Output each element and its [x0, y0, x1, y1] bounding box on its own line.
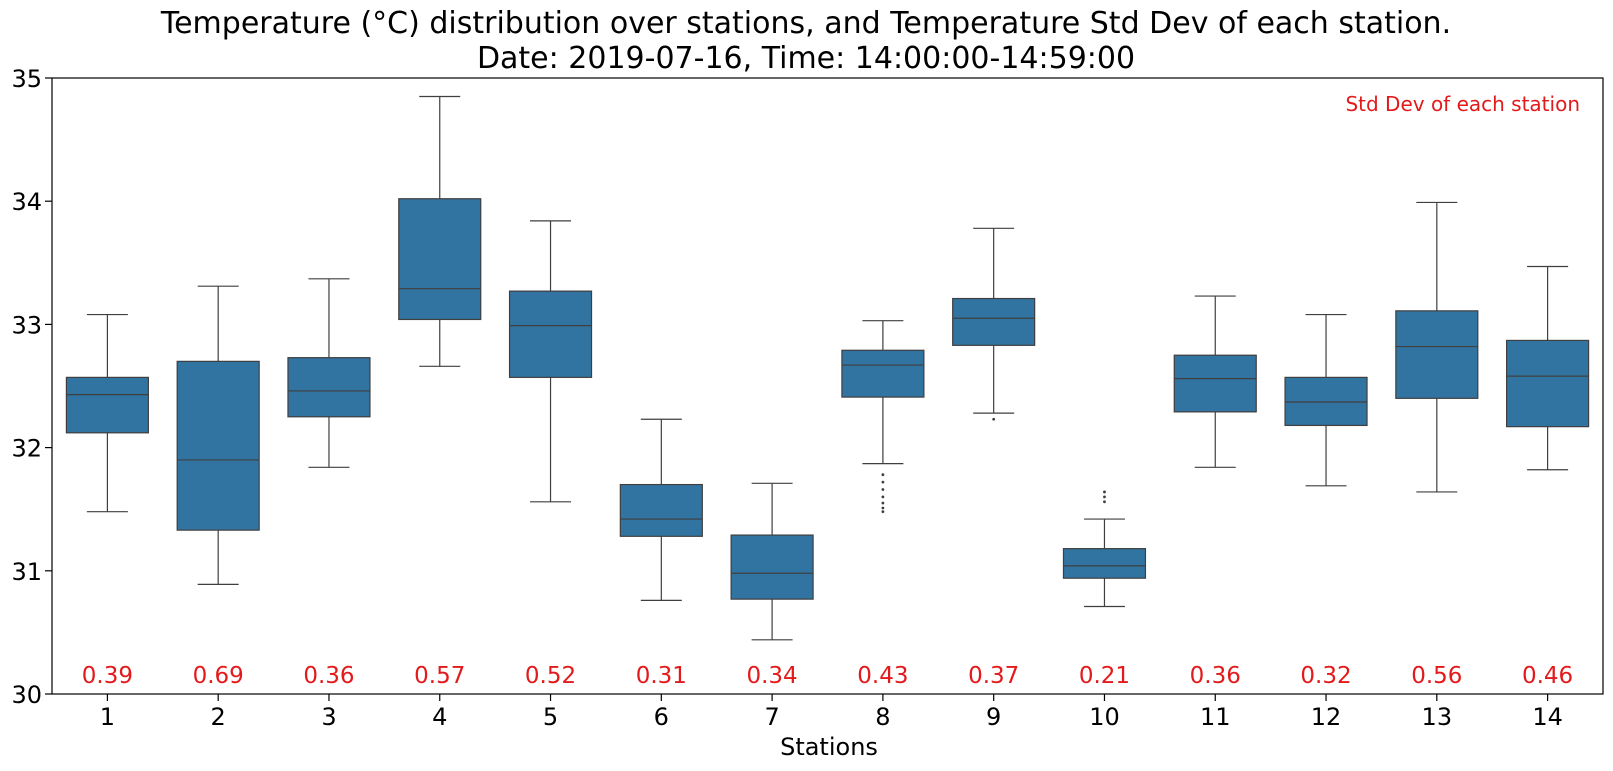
box-station-11 — [1173, 354, 1257, 413]
x-tick-label: 13 — [1422, 703, 1453, 731]
outlier-point — [992, 417, 996, 421]
std-dev-label: 0.36 — [303, 663, 354, 689]
x-tick-label: 12 — [1311, 703, 1342, 731]
box-station-10 — [1062, 548, 1147, 579]
box-station-5 — [508, 290, 593, 378]
outlier-point — [1103, 495, 1106, 499]
y-tick-label: 35 — [11, 65, 42, 93]
plot-frame — [51, 77, 1604, 695]
std-dev-label: 0.52 — [525, 663, 576, 689]
box-station-14 — [1506, 339, 1590, 428]
y-tick-label: 34 — [11, 188, 42, 216]
box-station-7 — [730, 534, 814, 600]
outlier-point — [881, 495, 885, 499]
std-dev-label: 0.46 — [1522, 663, 1573, 689]
x-tick-label: 8 — [875, 703, 890, 731]
std-dev-label: 0.21 — [1079, 663, 1130, 689]
box-station-1 — [65, 376, 149, 434]
outlier-point — [1103, 500, 1106, 504]
x-tick-label: 7 — [764, 703, 779, 731]
std-dev-label: 0.69 — [193, 663, 244, 689]
outlier-point — [1103, 490, 1106, 494]
std-dev-label: 0.57 — [414, 663, 465, 689]
y-tick-label: 33 — [11, 311, 42, 339]
box-station-13 — [1395, 310, 1479, 399]
x-tick-label: 4 — [432, 703, 447, 731]
std-dev-label: 0.32 — [1300, 663, 1351, 689]
std-dev-note: Std Dev of each station — [1345, 92, 1580, 116]
x-tick-label: 11 — [1200, 703, 1231, 731]
outlier-point — [881, 501, 885, 505]
outlier-point — [881, 510, 885, 514]
std-dev-label: 0.34 — [746, 663, 797, 689]
x-axis-label: Stations — [780, 733, 878, 761]
x-tick-label: 14 — [1532, 703, 1563, 731]
std-dev-label: 0.43 — [857, 663, 908, 689]
outlier-point — [881, 480, 885, 484]
x-tick-label: 5 — [543, 703, 558, 731]
x-tick-label: 1 — [100, 703, 115, 731]
x-tick-label: 2 — [211, 703, 226, 731]
chart-title-line1: Temperature (°C) distribution over stati… — [160, 6, 1451, 41]
std-dev-label: 0.36 — [1190, 663, 1241, 689]
x-tick-label: 10 — [1089, 703, 1120, 731]
outlier-point — [881, 488, 885, 491]
box-station-4 — [398, 198, 482, 321]
outlier-point — [881, 506, 885, 510]
x-tick-label: 3 — [321, 703, 336, 731]
std-dev-label: 0.31 — [636, 663, 687, 689]
box-station-6 — [619, 483, 703, 537]
y-tick-label: 30 — [11, 681, 42, 709]
x-tick-label: 9 — [986, 703, 1001, 731]
box-station-3 — [287, 357, 371, 418]
x-tick-label: 6 — [654, 703, 669, 731]
std-dev-label: 0.37 — [968, 663, 1019, 689]
std-dev-label: 0.39 — [82, 663, 133, 689]
std-dev-label: 0.56 — [1411, 663, 1462, 689]
y-tick-label: 31 — [11, 558, 42, 586]
box-station-2 — [176, 360, 260, 531]
box-station-9 — [952, 297, 1036, 346]
y-tick-label: 32 — [11, 435, 42, 463]
outlier-point — [881, 473, 885, 477]
box-station-12 — [1284, 376, 1368, 427]
box-station-8 — [841, 349, 925, 398]
chart-title-line2: Date: 2019-07-16, Time: 14:00:00-14:59:0… — [477, 41, 1135, 76]
